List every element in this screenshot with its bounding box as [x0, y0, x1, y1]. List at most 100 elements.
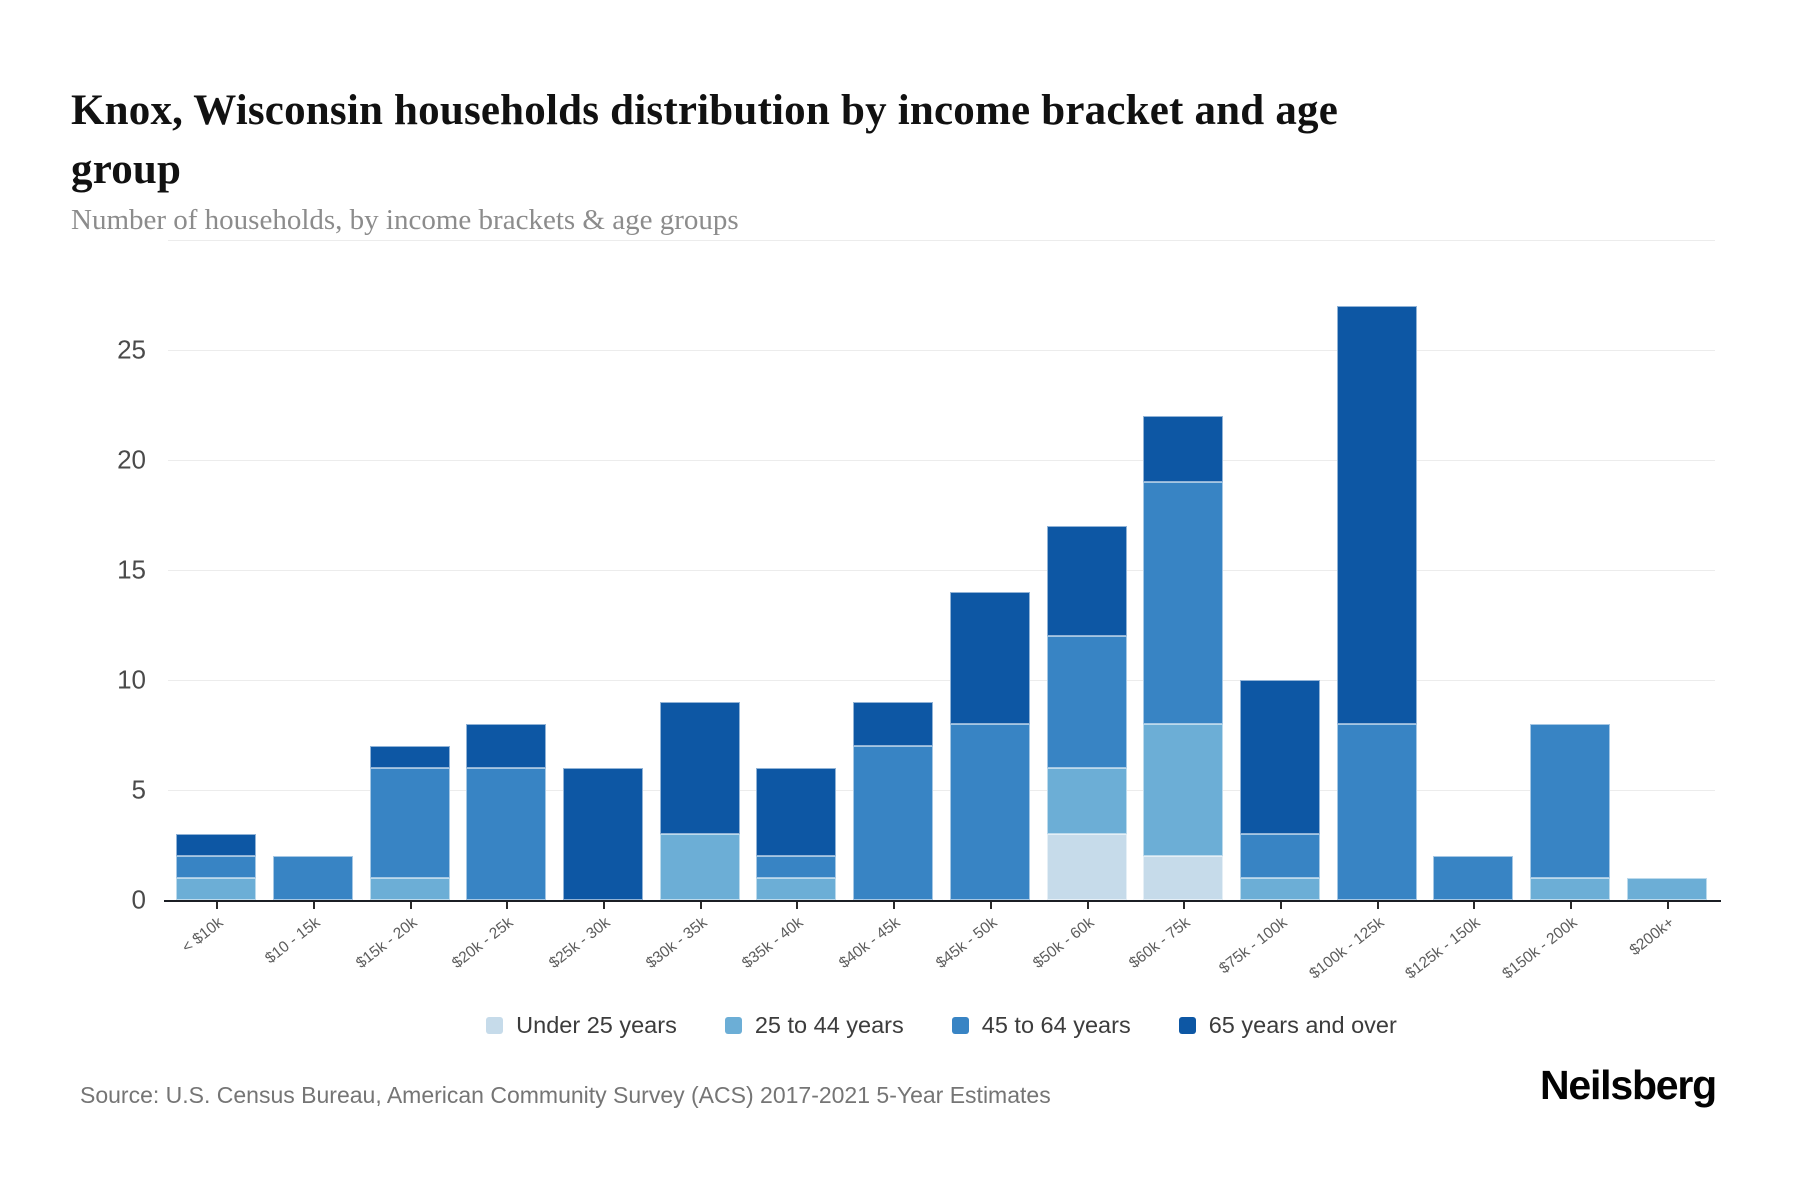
x-tick-label-125k-150k: $125k - 150k — [1402, 914, 1484, 983]
x-tick-label-50k-60k: $50k - 60k — [1029, 914, 1097, 972]
x-tick — [1569, 902, 1572, 909]
legend-swatch-65-years-and-over — [1178, 1017, 1196, 1034]
bar-stack — [273, 856, 354, 900]
bar-segment-under-25-years[interactable] — [1143, 856, 1224, 900]
gridline-25 — [168, 350, 1715, 351]
bar-segment-45-to-64-years[interactable] — [176, 856, 257, 878]
bar-segment-25-to-44-years[interactable] — [756, 878, 837, 900]
bar-segment-65-years-and-over[interactable] — [853, 702, 934, 746]
bar-stack — [176, 834, 257, 900]
bar-stack — [853, 702, 934, 900]
bar-stack — [1433, 856, 1514, 900]
x-tick-label-200k: $200k+ — [1626, 914, 1678, 959]
category-slot-45k-50k: $45k - 50k — [933, 240, 1039, 972]
bar-segment-45-to-64-years[interactable] — [756, 856, 837, 878]
chart-title: Knox, Wisconsin households distribution … — [71, 86, 1339, 194]
bar-segment-65-years-and-over[interactable] — [756, 768, 837, 856]
category-slot-75k-100k: $75k - 100k — [1216, 240, 1329, 977]
y-tick-label-5: 5 — [131, 774, 146, 805]
bar-stack — [949, 592, 1030, 900]
category-slot-20k-25k: $20k - 25k — [449, 240, 555, 972]
x-tick-label-10k: < $10k — [179, 914, 227, 957]
x-tick — [893, 902, 896, 909]
x-tick — [409, 902, 412, 909]
bar-segment-45-to-64-years[interactable] — [1336, 724, 1417, 900]
legend-label: 45 to 64 years — [981, 1012, 1131, 1038]
bar-segment-65-years-and-over[interactable] — [1336, 306, 1417, 724]
bar-stack — [466, 724, 547, 900]
x-tick-label-10-15k: $10 - 15k — [262, 914, 324, 968]
legend-item-45-to-64-years[interactable]: 45 to 64 years — [951, 1012, 1131, 1039]
bar-segment-45-to-64-years[interactable] — [273, 856, 354, 900]
bar-segment-25-to-44-years[interactable] — [1529, 878, 1610, 900]
category-slot-60k-75k: $60k - 75k — [1126, 240, 1232, 972]
chart-subtitle: Number of households, by income brackets… — [71, 204, 739, 236]
legend-label: 65 years and over — [1208, 1012, 1397, 1038]
bar-segment-45-to-64-years[interactable] — [1529, 724, 1610, 878]
bar-segment-under-25-years[interactable] — [1046, 834, 1127, 900]
category-slot-50k-60k: $50k - 60k — [1029, 240, 1135, 972]
bar-segment-65-years-and-over[interactable] — [176, 834, 257, 856]
x-tick — [699, 902, 702, 909]
bar-segment-65-years-and-over[interactable] — [1239, 680, 1320, 834]
category-slot-10-15k: $10 - 15k — [262, 240, 362, 967]
bar-segment-45-to-64-years[interactable] — [949, 724, 1030, 900]
legend-swatch-25-to-44-years — [724, 1017, 742, 1034]
bar-segment-25-to-44-years[interactable] — [1143, 724, 1224, 856]
bar-segment-45-to-64-years[interactable] — [1239, 834, 1320, 878]
bar-segment-25-to-44-years[interactable] — [659, 834, 740, 900]
bar-segment-45-to-64-years[interactable] — [1433, 856, 1514, 900]
category-slot-10k: < $10k — [168, 240, 265, 956]
x-tick-label-15k-20k: $15k - 20k — [352, 914, 421, 972]
bar-segment-25-to-44-years[interactable] — [1239, 878, 1320, 900]
bar-segment-65-years-and-over[interactable] — [563, 768, 644, 900]
x-tick-label-75k-100k: $75k - 100k — [1216, 914, 1291, 978]
bar-segment-45-to-64-years[interactable] — [853, 746, 934, 900]
bar-stack — [1046, 526, 1127, 900]
legend-swatch-under-25-years — [486, 1017, 504, 1034]
x-tick-label-35k-40k: $35k - 40k — [739, 914, 807, 972]
x-tick — [1473, 902, 1476, 909]
y-tick-label-10: 10 — [117, 664, 146, 695]
legend-swatch-45-to-64-years — [951, 1017, 969, 1034]
category-slot-30k-35k: $30k - 35k — [643, 240, 748, 972]
plot-area: 0 5 10 15 20 25 < $10k $10 - 15k $15k - 20k $20k… — [117, 240, 1721, 983]
category-slot-200k: $200k+ — [1618, 240, 1715, 959]
legend-item-25-to-44-years[interactable]: 25 to 44 years — [724, 1012, 904, 1039]
x-tick — [313, 902, 316, 909]
bar-segment-25-to-44-years[interactable] — [176, 878, 257, 900]
gridline-5 — [168, 790, 1715, 791]
bar-segment-45-to-64-years[interactable] — [369, 768, 450, 878]
x-tick-label-150k-200k: $150k - 200k — [1499, 914, 1581, 983]
bar-segment-25-to-44-years[interactable] — [1046, 768, 1127, 834]
bar-segment-25-to-44-years[interactable] — [369, 878, 450, 900]
x-tick-label-20k-25k: $20k - 25k — [449, 914, 517, 972]
bar-segment-65-years-and-over[interactable] — [949, 592, 1030, 724]
legend: Under 25 years 25 to 44 years 45 to 64 yea… — [168, 1012, 1715, 1039]
bar-segment-65-years-and-over[interactable] — [1046, 526, 1127, 636]
x-tick — [1183, 902, 1186, 909]
y-tick-label-0: 0 — [131, 884, 146, 915]
legend-item-65-years-and-over[interactable]: 65 years and over — [1178, 1012, 1397, 1039]
bar-segment-45-to-64-years[interactable] — [1143, 482, 1224, 724]
x-tick-label-25k-30k: $25k - 30k — [546, 914, 614, 972]
x-tick — [1279, 902, 1282, 909]
bar-segment-65-years-and-over[interactable] — [466, 724, 547, 768]
legend-label: 25 to 44 years — [754, 1012, 904, 1038]
y-tick-label-20: 20 — [117, 444, 146, 475]
legend-item-under-25-years[interactable]: Under 25 years — [486, 1012, 677, 1039]
x-tick-label-60k-75k: $60k - 75k — [1126, 914, 1194, 972]
bar-segment-65-years-and-over[interactable] — [659, 702, 740, 834]
x-tick — [506, 902, 509, 909]
bar-segment-65-years-and-over[interactable] — [1143, 416, 1224, 482]
bar-stack — [1143, 416, 1224, 900]
bar-segment-45-to-64-years[interactable] — [1046, 636, 1127, 768]
gridline-20 — [168, 460, 1715, 461]
bar-stack — [1626, 878, 1707, 900]
bar-segment-65-years-and-over[interactable] — [369, 746, 450, 768]
category-slot-100k-125k: $100k - 125k — [1306, 240, 1425, 983]
source-note: Source: U.S. Census Bureau, American Com… — [80, 1082, 1051, 1108]
bar-segment-25-to-44-years[interactable] — [1626, 878, 1707, 900]
bar-segment-45-to-64-years[interactable] — [466, 768, 547, 900]
x-tick — [603, 902, 606, 909]
